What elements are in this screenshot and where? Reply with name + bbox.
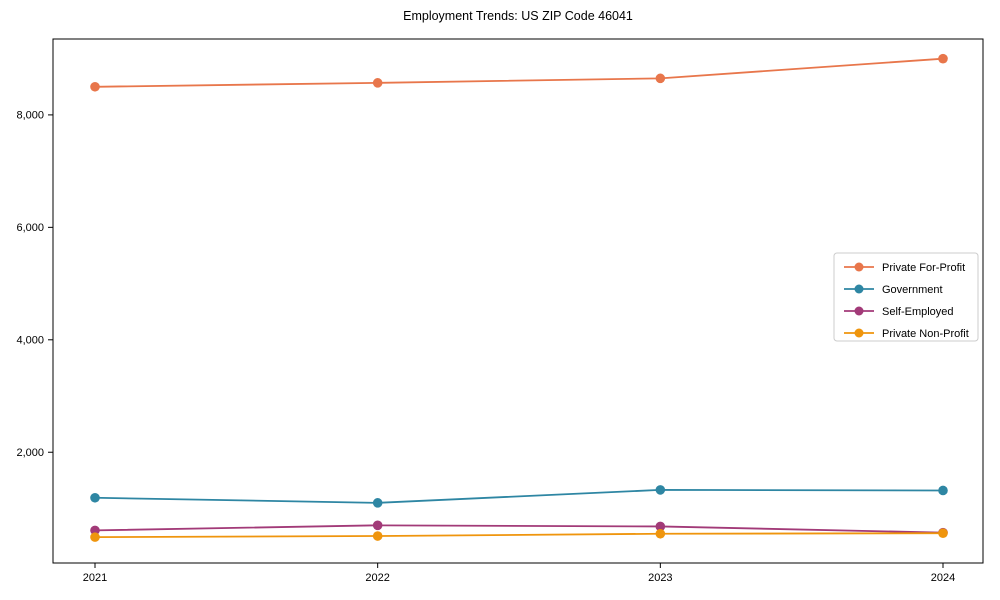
axes: 2,000 4,000 6,000 8,000 2021 2022 2023 2024 (16, 38, 984, 584)
data-point-marker (90, 492, 100, 503)
x-tick-label: 2023 (648, 572, 672, 584)
legend-label: Private For-Profit (882, 262, 965, 274)
legend-label: Government (882, 284, 943, 296)
data-point-marker (655, 528, 666, 539)
data-point-marker (938, 485, 948, 496)
legend-label: Private Non-Profit (882, 328, 969, 340)
legend-marker (854, 328, 864, 338)
legend-marker (854, 262, 864, 272)
series-line (94, 57, 944, 88)
series-line (94, 489, 944, 504)
chart-title: Employment Trends: US ZIP Code 46041 (403, 9, 633, 23)
data-point-marker (90, 532, 100, 542)
series-line (94, 532, 944, 539)
data-point-marker (372, 78, 383, 88)
series-line (94, 524, 944, 534)
legend-marker (854, 306, 864, 316)
legend-marker (854, 284, 864, 294)
y-tick-label: 8,000 (16, 110, 44, 122)
legend-label: Self-Employed (882, 306, 954, 318)
y-tick-label: 2,000 (16, 447, 44, 459)
data-point-marker (655, 73, 666, 84)
data-point-marker (90, 81, 100, 92)
data-point-marker (655, 485, 666, 495)
data-point-marker (372, 498, 383, 508)
data-point-marker (938, 528, 948, 539)
data-point-marker (372, 520, 383, 531)
data-point-marker (655, 521, 666, 532)
y-tick-label: 4,000 (16, 335, 44, 347)
legend-box (833, 252, 979, 342)
legend: Private For-Profit Government Self-Employe… (833, 252, 979, 342)
data-point-marker (372, 531, 383, 541)
x-tick-label: 2021 (83, 572, 107, 584)
y-tick-label: 6,000 (16, 222, 44, 234)
plot-border (52, 38, 984, 564)
series-lines (90, 53, 948, 542)
data-point-marker (90, 525, 100, 536)
data-point-marker (938, 53, 948, 64)
x-tick-label: 2024 (931, 572, 955, 584)
x-tick-label: 2022 (365, 572, 389, 584)
